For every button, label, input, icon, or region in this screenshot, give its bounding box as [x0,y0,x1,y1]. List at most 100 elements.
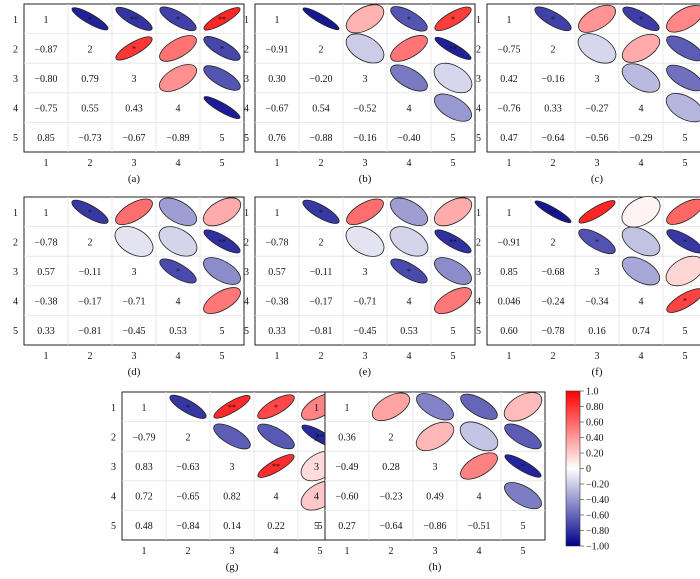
y-tick-label: 3 [13,267,18,278]
panel-d: 1 * −0.78 2 ** 0.57 −0.11 3 * −0.38 −0.17 −0.71 4 0.3… [13,196,245,378]
colorbar-tick-label: −0.20 [586,480,609,491]
correlation-ellipse [71,199,109,224]
y-tick-label: 5 [476,326,481,337]
correlation-ellipse [390,35,428,62]
correlation-ellipse [345,4,385,34]
x-tick-label: 2 [88,351,93,362]
x-tick-label: 4 [477,546,482,557]
correlation-value: 0.54 [312,104,330,115]
x-tick-label: 3 [595,158,600,169]
x-tick-label: 1 [275,158,280,169]
x-tick-label: 4 [639,158,644,169]
correlation-ellipse [666,198,700,225]
diagonal-label: 1 [44,208,49,219]
x-tick-label: 1 [345,546,350,557]
correlation-value: −0.38 [34,297,57,308]
panel-f: 1 **−0.91 2 * *0.85 −0.68 30.046 −0.24 −0.34 4 *0.… [476,196,700,378]
y-tick-label: 1 [111,403,116,414]
x-tick-label: 5 [220,351,225,362]
x-tick-label: 4 [176,351,181,362]
correlation-ellipse [416,393,454,421]
colorbar-tick-label: 0.40 [586,433,604,444]
correlation-ellipse [158,226,198,257]
diagonal-label: 5 [451,326,456,337]
x-tick-label: 2 [88,158,93,169]
correlation-ellipse [621,226,661,257]
panel-label: (c) [591,173,604,185]
panel-label: (d) [128,366,141,378]
y-tick-label: 1 [13,15,18,26]
correlation-value: −0.29 [629,133,652,144]
colorbar-gradient [565,390,581,547]
y-tick-label: 1 [314,403,319,414]
correlation-ellipse [203,36,241,61]
correlation-value: −0.45 [353,326,376,337]
correlation-value: −0.91 [265,44,288,55]
correlation-ellipse [666,64,700,92]
x-tick-label: 1 [44,158,49,169]
correlation-ellipse [534,6,572,32]
y-tick-label: 4 [476,297,481,308]
significance-mark: * [683,297,687,306]
correlation-ellipse [158,197,198,226]
diagonal-label: 5 [521,521,526,532]
correlation-value: −0.67 [265,104,288,115]
correlation-value: −0.17 [309,297,332,308]
correlation-value: 0.48 [135,521,153,532]
y-tick-label: 1 [244,15,249,26]
y-tick-label: 2 [476,237,481,248]
significance-mark: ** [272,462,280,471]
x-tick-label: 3 [363,351,368,362]
correlation-ellipse [203,7,241,31]
diagonal-label: 1 [142,403,147,414]
panel-label: (e) [359,366,372,378]
correlation-ellipse [433,197,473,227]
correlation-value: −0.88 [309,133,332,144]
correlation-ellipse [203,96,241,120]
correlation-ellipse [158,64,198,92]
diagonal-label: 1 [345,403,350,414]
correlation-value: −0.56 [585,133,608,144]
correlation-value: 0.57 [268,267,286,278]
correlation-ellipse [115,198,153,226]
panel-b: 1 * *−0.91 2 **0.30 −0.20 3−0.67 0.54 −0.52 40.76… [244,3,476,185]
y-tick-label: 4 [111,492,116,503]
correlation-value: −0.45 [122,326,145,337]
diagonal-label: 5 [683,133,688,144]
correlation-value: −0.67 [122,133,145,144]
correlation-value: 0.046 [498,297,521,308]
y-tick-label: 4 [244,104,249,115]
correlation-value: −0.51 [467,521,490,532]
diagonal-label: 4 [274,492,279,503]
correlation-ellipse [203,287,241,315]
x-tick-label: 4 [274,546,279,557]
correlation-value: −0.20 [309,74,332,85]
diagonal-label: 4 [407,297,412,308]
correlation-value: −0.63 [176,462,199,473]
significance-mark: * [176,267,180,276]
y-tick-label: 3 [476,74,481,85]
correlation-ellipse [345,33,385,64]
y-tick-label: 2 [476,44,481,55]
y-tick-label: 5 [314,521,319,532]
correlation-ellipse [346,198,384,226]
correlation-ellipse [203,65,241,91]
diagonal-label: 3 [132,267,137,278]
diagonal-label: 5 [318,521,323,532]
correlation-value: 0.55 [81,104,99,115]
correlation-value: −0.64 [379,521,402,532]
x-tick-label: 5 [451,351,456,362]
panel-label: (b) [359,173,372,185]
y-tick-label: 5 [111,521,116,532]
significance-mark: * [132,44,136,53]
diagonal-label: 3 [230,462,235,473]
correlation-ellipse [434,257,472,285]
y-tick-label: 5 [476,133,481,144]
correlation-value: −0.78 [34,237,57,248]
diagonal-label: 2 [319,237,324,248]
correlation-value: 0.85 [500,267,518,278]
significance-mark: * [551,15,555,24]
correlation-value: −0.75 [34,104,57,115]
correlation-ellipse [415,421,455,452]
x-tick-label: 2 [389,546,394,557]
